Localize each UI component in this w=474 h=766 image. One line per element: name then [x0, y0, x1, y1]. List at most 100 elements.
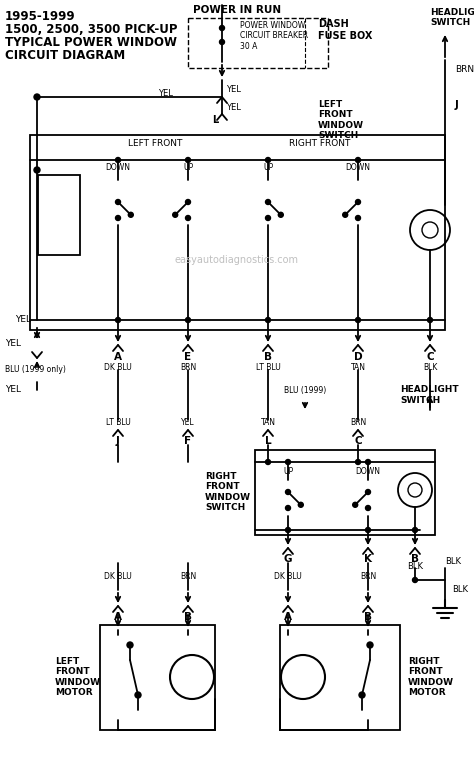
Circle shape — [128, 212, 133, 218]
Circle shape — [365, 489, 371, 495]
Text: DK BLU: DK BLU — [274, 572, 302, 581]
Circle shape — [185, 317, 191, 322]
Text: UP: UP — [263, 163, 273, 172]
Text: BLK: BLK — [445, 558, 461, 567]
Text: DOWN: DOWN — [346, 163, 371, 172]
Circle shape — [356, 460, 361, 464]
Text: YEL: YEL — [226, 103, 241, 113]
Bar — [30, 135, 445, 330]
Text: RIGHT
FRONT
WINDOW
SWITCH: RIGHT FRONT WINDOW SWITCH — [205, 472, 251, 512]
Text: M: M — [184, 668, 200, 686]
Text: C: C — [426, 352, 434, 362]
Text: POWER IN RUN: POWER IN RUN — [193, 5, 281, 15]
Circle shape — [356, 215, 361, 221]
Circle shape — [219, 25, 225, 31]
Circle shape — [185, 199, 191, 205]
Circle shape — [265, 158, 271, 162]
Text: A: A — [114, 612, 122, 622]
Circle shape — [356, 199, 361, 205]
Text: YEL: YEL — [5, 385, 21, 394]
Circle shape — [127, 642, 133, 648]
Text: L: L — [264, 436, 271, 446]
Text: UP: UP — [283, 467, 293, 476]
Text: CIRCUIT DIAGRAM: CIRCUIT DIAGRAM — [5, 49, 125, 62]
Circle shape — [428, 317, 432, 322]
Text: DOWN: DOWN — [106, 163, 130, 172]
Text: BLU (1999 only): BLU (1999 only) — [5, 365, 66, 375]
Text: LEFT
FRONT
WINDOW
MOTOR: LEFT FRONT WINDOW MOTOR — [55, 657, 101, 697]
Text: M: M — [295, 668, 311, 686]
Bar — [255, 450, 435, 535]
Text: E: E — [184, 352, 191, 362]
Circle shape — [367, 642, 373, 648]
Text: DOWN: DOWN — [356, 467, 381, 476]
Text: B: B — [264, 352, 272, 362]
Text: DASH
FUSE BOX: DASH FUSE BOX — [318, 19, 373, 41]
Text: HEADLIGHT
SWITCH: HEADLIGHT SWITCH — [400, 385, 459, 404]
Bar — [100, 625, 215, 730]
Circle shape — [265, 460, 271, 464]
Circle shape — [116, 199, 120, 205]
Text: B: B — [411, 554, 419, 564]
Text: A: A — [114, 352, 122, 362]
Text: easyautodiagnostics.com: easyautodiagnostics.com — [175, 255, 299, 265]
Text: BLU (1999): BLU (1999) — [284, 385, 326, 394]
Circle shape — [365, 528, 371, 532]
Circle shape — [356, 158, 361, 162]
Circle shape — [116, 317, 120, 322]
Text: 1500, 2500, 3500 PICK-UP: 1500, 2500, 3500 PICK-UP — [5, 23, 177, 36]
Bar — [188, 18, 328, 68]
Text: DK BLU: DK BLU — [104, 572, 132, 581]
Circle shape — [365, 460, 371, 464]
Circle shape — [265, 199, 271, 205]
Text: J: J — [455, 100, 459, 110]
Circle shape — [219, 40, 225, 44]
Text: BLK: BLK — [452, 585, 468, 594]
Text: BRN: BRN — [350, 418, 366, 427]
Text: LT BLU: LT BLU — [255, 363, 281, 372]
Circle shape — [359, 692, 365, 698]
Text: DK BLU: DK BLU — [104, 363, 132, 372]
Circle shape — [356, 317, 361, 322]
Circle shape — [281, 655, 325, 699]
Circle shape — [34, 94, 40, 100]
Bar — [38, 175, 80, 255]
Circle shape — [116, 158, 120, 162]
Circle shape — [34, 167, 40, 173]
Text: TYPICAL POWER WINDOW: TYPICAL POWER WINDOW — [5, 36, 177, 49]
Circle shape — [365, 506, 371, 510]
Text: BLK: BLK — [407, 562, 423, 571]
Circle shape — [116, 215, 120, 221]
Circle shape — [265, 215, 271, 221]
Text: 1995-1999: 1995-1999 — [5, 10, 76, 23]
Text: D: D — [354, 352, 362, 362]
Text: B: B — [184, 612, 192, 622]
Bar — [280, 625, 400, 730]
Text: K: K — [364, 554, 372, 564]
Text: F: F — [184, 436, 191, 446]
Text: RIGHT FRONT: RIGHT FRONT — [289, 139, 351, 148]
Text: YEL: YEL — [181, 418, 195, 427]
Circle shape — [285, 506, 291, 510]
Text: LEFT
FRONT
WINDOW
SWITCH: LEFT FRONT WINDOW SWITCH — [318, 100, 364, 140]
Text: A: A — [284, 612, 292, 622]
Circle shape — [298, 502, 303, 507]
Text: B: B — [364, 612, 372, 622]
Circle shape — [412, 578, 418, 582]
Text: YEL: YEL — [157, 89, 173, 97]
Text: LT BLU: LT BLU — [106, 418, 130, 427]
Text: G: G — [284, 554, 292, 564]
Circle shape — [343, 212, 348, 218]
Text: YEL: YEL — [226, 84, 241, 93]
Text: YEL: YEL — [5, 339, 21, 348]
Text: BRN: BRN — [455, 66, 474, 74]
Text: TAN: TAN — [350, 363, 365, 372]
Text: UP: UP — [183, 163, 193, 172]
Circle shape — [265, 317, 271, 322]
Text: J: J — [116, 436, 120, 446]
Circle shape — [170, 655, 214, 699]
Text: TAN: TAN — [261, 418, 275, 427]
Circle shape — [173, 212, 178, 218]
Text: BLK: BLK — [423, 363, 437, 372]
Circle shape — [185, 158, 191, 162]
